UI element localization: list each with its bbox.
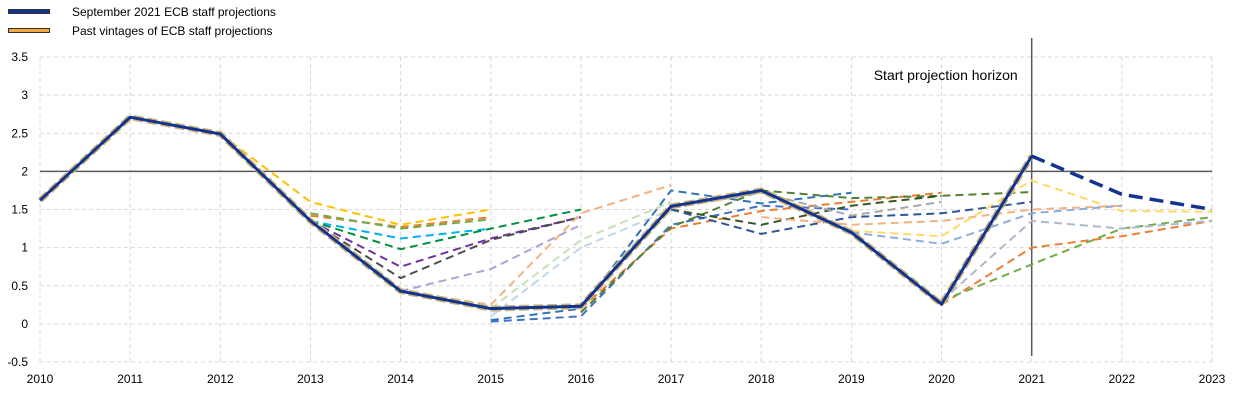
x-tick-label: 2016 — [568, 372, 595, 386]
x-tick-label: 2022 — [1108, 372, 1135, 386]
x-tick-label: 2010 — [27, 372, 54, 386]
y-tick-label: 1 — [21, 241, 28, 255]
x-tick-label: 2018 — [748, 372, 775, 386]
projection-horizon-annotation: Start projection horizon — [874, 67, 1018, 83]
past-vintage-line — [219, 133, 491, 226]
current-projection-dashed — [1031, 154, 1213, 212]
chart-legend: September 2021 ECB staff projections Pas… — [8, 2, 276, 40]
x-tick-label: 2021 — [1018, 372, 1045, 386]
y-tick-label: -0.5 — [7, 355, 28, 369]
past-vintages-lines — [219, 133, 1213, 323]
x-tick-label: 2023 — [1199, 372, 1226, 386]
current-projection-line — [37, 113, 1213, 312]
legend-label-current: September 2021 ECB staff projections — [72, 4, 276, 19]
reference-layer — [40, 38, 1212, 356]
current-outline-line — [37, 113, 1035, 312]
y-tick-label: 3.5 — [11, 50, 28, 64]
past-vintage-line — [940, 219, 1213, 306]
x-tick-label: 2015 — [477, 372, 504, 386]
past-vintage-line — [309, 216, 582, 280]
y-tick-label: 3 — [21, 88, 28, 102]
x-tick-label: 2011 — [117, 372, 143, 386]
x-tick-label: 2020 — [928, 372, 955, 386]
legend-swatch-past — [8, 28, 50, 33]
x-tick-label: 2013 — [297, 372, 324, 386]
legend-item-past: Past vintages of ECB staff projections — [8, 21, 276, 40]
past-vintage-line — [670, 200, 1032, 235]
legend-swatch-current — [8, 9, 50, 14]
past-vintage-line — [761, 204, 1122, 226]
past-vintage-line — [940, 219, 1213, 302]
past-vintage-line — [670, 194, 942, 226]
x-tick-label: 2017 — [658, 372, 685, 386]
past-vintage-line — [310, 212, 491, 230]
past-vintage-line — [310, 219, 491, 240]
y-tick-label: 2 — [21, 164, 28, 178]
current-outturn-line — [38, 115, 1033, 311]
past-vintage-line — [941, 216, 1213, 302]
y-tick-label: 0 — [21, 317, 28, 331]
x-tick-label: 2012 — [207, 372, 234, 386]
legend-item-current: September 2021 ECB staff projections — [8, 2, 276, 21]
past-vintage-line — [851, 179, 1213, 238]
past-vintage-line — [490, 189, 852, 322]
y-tick-label: 2.5 — [11, 126, 28, 140]
past-vintage-line — [400, 223, 582, 293]
past-vintage-line — [851, 204, 1122, 245]
x-tick-label: 2019 — [838, 372, 865, 386]
past-vintage-line — [580, 189, 1032, 314]
legend-label-past: Past vintages of ECB staff projections — [72, 23, 273, 38]
axis-labels: -0.5 0 0.5 1 1.5 2 2.5 3 3.5 2010 2011 2012 2013 2014… — [7, 50, 1225, 386]
y-tick-label: 0.5 — [11, 279, 28, 293]
x-tick-label: 2014 — [387, 372, 414, 386]
y-tick-label: 1.5 — [11, 203, 28, 217]
